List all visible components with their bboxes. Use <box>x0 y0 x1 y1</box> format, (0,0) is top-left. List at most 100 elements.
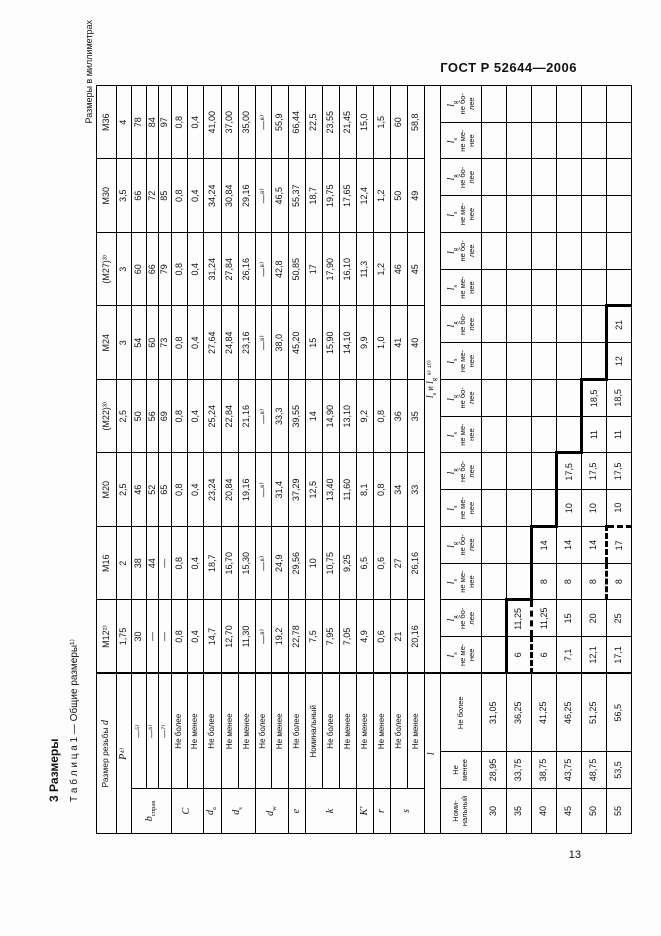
l-header: l <box>424 673 441 834</box>
lg-value <box>506 305 532 343</box>
lg-value <box>531 158 557 196</box>
l-max-value: 46,25 <box>556 673 582 752</box>
value-cell: 0,4 <box>187 599 204 674</box>
ls-value <box>481 489 507 527</box>
value-cell: 0,4 <box>187 526 204 600</box>
lg-value <box>606 158 632 196</box>
ls-value: 11 <box>581 416 607 453</box>
value-cell: 41,00 <box>203 85 222 159</box>
lg-value <box>531 232 557 270</box>
value-cell: 19,75 <box>322 158 340 233</box>
value-cell: 0,8 <box>171 452 188 527</box>
value-cell: 46 <box>131 452 147 527</box>
value-cell: 35 <box>407 379 425 453</box>
value-cell: 18,7 <box>203 526 222 600</box>
value-cell: 7,5 <box>305 599 323 674</box>
value-cell: 50 <box>131 379 147 453</box>
lg-value: 20 <box>581 599 607 637</box>
lg-value <box>531 85 557 123</box>
value-cell: 2 <box>116 526 132 600</box>
param-symbol: l <box>426 752 438 756</box>
value-cell: — <box>158 526 172 600</box>
value-cell: 66 <box>146 232 159 306</box>
value-cell: 14,10 <box>339 305 357 380</box>
value-cell: 2,5 <box>116 452 132 527</box>
value-cell: 58,8 <box>407 85 425 159</box>
value-cell: 33 <box>407 452 425 527</box>
ls-col-header: ls не ме-нее <box>440 563 482 600</box>
value-cell: 27,84 <box>221 232 239 306</box>
lg-value <box>581 232 607 270</box>
dimensions-table: Размер резьбы d М12²⁾ М16 М20 (М22)³⁾ М24 (М27… <box>96 84 425 834</box>
value-cell: 21,45 <box>339 85 357 159</box>
value-cell: 46,5 <box>271 158 289 233</box>
value-cell: 31,4 <box>271 452 289 527</box>
lg-col-header: lg не бо-лее <box>440 526 482 564</box>
lg-col-header: lg не бо-лее <box>440 158 482 196</box>
value-cell: 66,44 <box>288 85 306 159</box>
value-cell: —⁸⁾ <box>255 526 272 600</box>
param-symbol: С <box>181 807 193 815</box>
param-symbol: d <box>100 719 112 725</box>
qualifier-cell: Не менее <box>187 673 204 789</box>
value-cell: 37,29 <box>288 452 306 527</box>
param-label: dа <box>203 788 222 834</box>
qualifier-cell: —⁶⁾ <box>146 673 159 789</box>
ls-value: 10 <box>581 489 607 527</box>
ls-value <box>506 122 532 159</box>
param-symbol: lg <box>445 394 459 401</box>
value-cell: 0,8 <box>373 379 391 453</box>
value-cell: 39,55 <box>288 379 306 453</box>
value-cell: 6,5 <box>356 526 374 600</box>
value-cell: —⁸⁾ <box>255 379 272 453</box>
length-table: l ls и lg ⁹⁾ ¹⁰⁾ Номи-нальный Не менее Не бол… <box>424 84 632 834</box>
value-cell: 46 <box>390 232 408 306</box>
value-cell: 73 <box>158 305 172 380</box>
lg-value <box>531 452 557 490</box>
ls-value <box>481 195 507 233</box>
value-cell: 0,4 <box>187 305 204 380</box>
lg-value <box>506 85 532 123</box>
lg-value <box>531 379 557 417</box>
value-cell: 0,4 <box>187 232 204 306</box>
value-cell: 52 <box>146 452 159 527</box>
value-cell: 54 <box>131 305 147 380</box>
lg-value <box>481 85 507 123</box>
lg-value: 18,5 <box>606 379 632 417</box>
l-nominal-value: 45 <box>556 788 582 834</box>
param-symbol: bсправ <box>144 800 158 822</box>
ls-col-header: ls не ме-нее <box>440 269 482 306</box>
value-cell: 12,4 <box>356 158 374 233</box>
value-cell: 37,00 <box>221 85 239 159</box>
qualifier-cell: Не менее <box>271 673 289 789</box>
size-header: М16 <box>96 526 117 600</box>
value-cell: 27,64 <box>203 305 222 380</box>
value-cell: 60 <box>146 305 159 380</box>
value-cell: 7,95 <box>322 599 340 674</box>
ls-value: 8 <box>606 563 632 600</box>
ls-value <box>581 269 607 306</box>
param-symbol: ls <box>425 392 439 399</box>
param-label: r <box>373 788 391 834</box>
ls-value: 6 <box>531 636 557 674</box>
l-max-value: 31,05 <box>481 673 507 752</box>
value-cell: 0,8 <box>373 452 391 527</box>
value-cell: 0,8 <box>171 232 188 306</box>
value-cell: 30,84 <box>221 158 239 233</box>
value-cell: —⁸⁾ <box>255 305 272 380</box>
ls-value <box>531 195 557 233</box>
value-cell: 19,16 <box>238 452 256 527</box>
ls-value <box>556 122 582 159</box>
value-cell: 72 <box>146 158 159 233</box>
lg-value <box>481 305 507 343</box>
lg-value <box>581 158 607 196</box>
ls-col-header: ls не ме-нее <box>440 416 482 453</box>
ls-value <box>481 636 507 674</box>
value-cell: —⁸⁾ <box>255 232 272 306</box>
value-cell: 0,6 <box>373 526 391 600</box>
value-cell: 84 <box>146 85 159 159</box>
value-cell: 34,24 <box>203 158 222 233</box>
ls-value <box>606 122 632 159</box>
value-cell: 44 <box>146 526 159 600</box>
value-cell: 1,2 <box>373 232 391 306</box>
